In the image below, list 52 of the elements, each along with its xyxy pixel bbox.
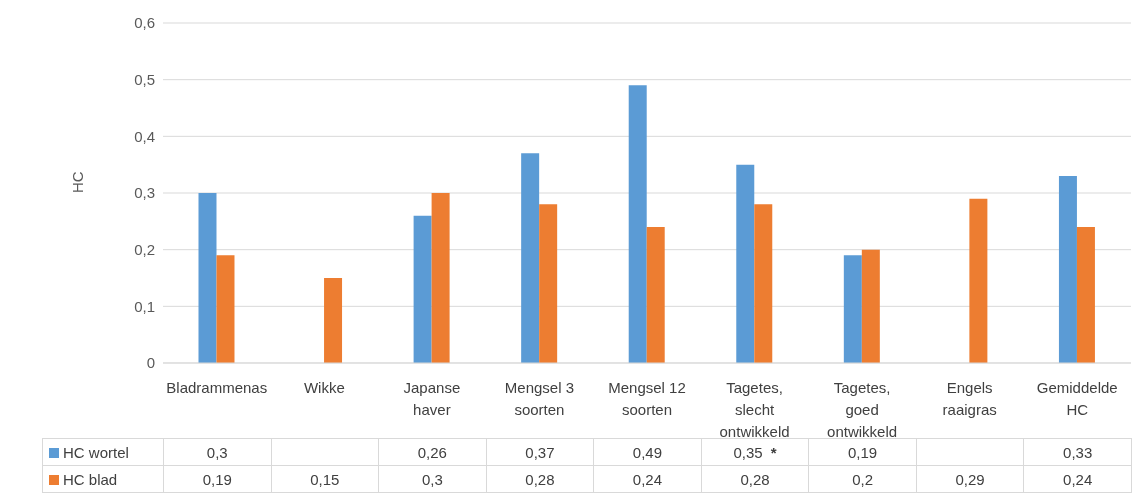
y-axis-title: HC (69, 171, 87, 193)
bar (736, 164, 755, 363)
data-label: 0,24 (593, 465, 702, 493)
text: * (770, 443, 777, 461)
bar (216, 255, 235, 363)
data-label: 0,37 (486, 438, 594, 466)
bar (413, 215, 432, 363)
bar (843, 255, 862, 363)
x-tick-label: Mengsel 3 soorten (504, 379, 575, 418)
x-tick-label: Tagetes, slecht ontwikkeld (719, 379, 790, 440)
bar (628, 85, 647, 363)
data-label: 0,3 (163, 438, 272, 466)
data-label: 0,33 (1023, 438, 1132, 466)
y-tick-label: 0,5 (134, 70, 155, 88)
x-tick-label: Japanse haver (403, 379, 461, 418)
bar (324, 278, 343, 363)
data-label: 0,29 (916, 465, 1024, 493)
data-label: 0,35 (733, 443, 763, 461)
data-label: 0,49 (593, 438, 702, 466)
x-tick-label: Bladrammenas (166, 379, 268, 396)
y-tick-label: 0,4 (134, 127, 155, 145)
x-tick-label: Tagetes, goed ontwikkeld (827, 379, 898, 440)
x-tick-label: Mengsel 12 soorten (608, 379, 686, 418)
data-label: 0,2 (808, 465, 917, 493)
x-tick-label: Engels raaigras (942, 379, 997, 418)
legend-label: HC wortel (42, 438, 164, 466)
data-label: 0,15 (271, 465, 379, 493)
bar (539, 204, 558, 363)
bar (1076, 227, 1095, 363)
x-tick-label: Gemiddelde HC (1036, 379, 1118, 418)
y-tick-label: 0,6 (134, 14, 155, 32)
data-label: 0,28 (486, 465, 594, 493)
bar (521, 153, 540, 363)
data-label: 0,19 (808, 438, 917, 466)
x-tick-label: Wikke (303, 379, 345, 396)
data-label: 0,24 (1023, 465, 1132, 493)
bar (754, 204, 773, 363)
y-tick-label: 0 (146, 354, 155, 372)
data-label: 0,26 (378, 438, 487, 466)
bar (861, 249, 880, 363)
y-tick-label: 0,1 (134, 297, 155, 315)
data-label: 0,19 (163, 465, 272, 493)
bar (969, 198, 988, 363)
legend-label: HC blad (42, 465, 164, 493)
data-label: 0,3 (378, 465, 487, 493)
bar (198, 193, 217, 363)
bar (646, 227, 665, 363)
bar (431, 193, 450, 363)
y-tick-label: 0,2 (134, 240, 155, 258)
bar (1058, 176, 1077, 363)
y-tick-label: 0,3 (134, 184, 155, 202)
data-label: 0,28 (701, 465, 809, 493)
